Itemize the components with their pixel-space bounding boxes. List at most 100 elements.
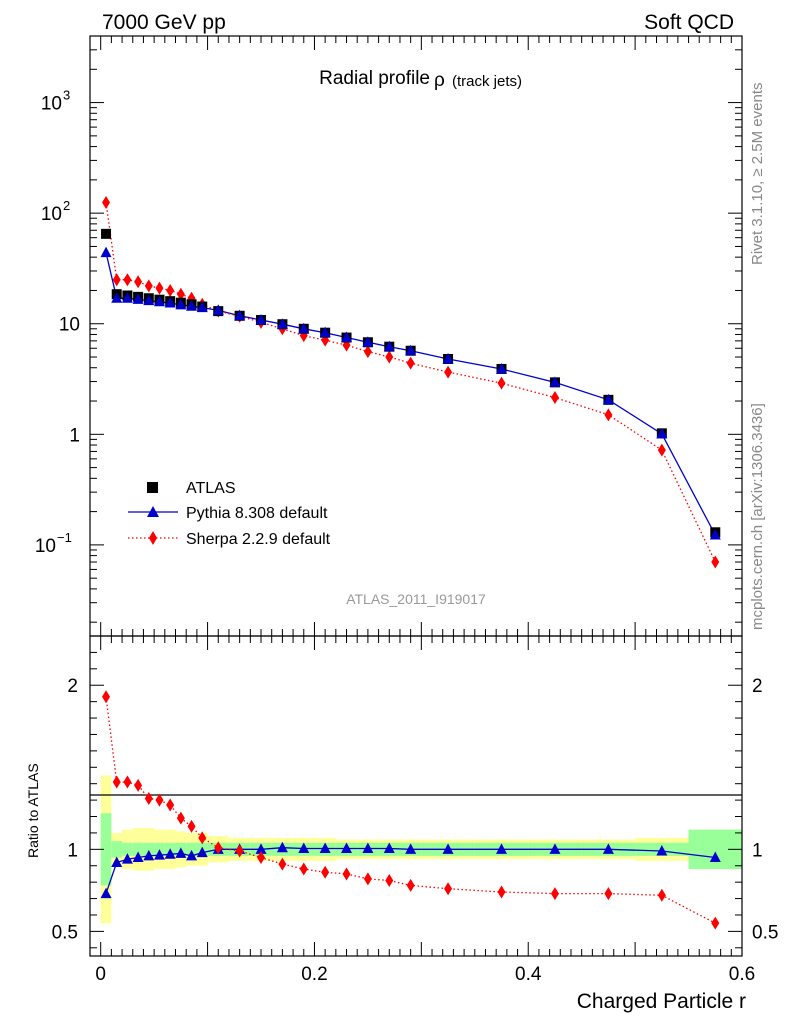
main-point-2	[363, 345, 372, 359]
main-point-0	[101, 228, 112, 239]
ratio-point-1	[257, 851, 266, 865]
main-point-1	[709, 528, 721, 540]
main-series-group	[100, 195, 721, 569]
main-ytick-exponent: 2	[63, 198, 70, 213]
ratio-xtick-label: 0.6	[729, 964, 755, 985]
main-point-1	[143, 294, 155, 306]
ratio-stat-band	[186, 842, 197, 856]
main-point-2	[406, 356, 415, 370]
legend-marker-sherpa	[149, 531, 157, 545]
main-point-1	[319, 326, 331, 338]
main-point-1	[196, 301, 208, 313]
ratio-point-1	[711, 916, 720, 930]
ratio-point-1	[123, 775, 132, 789]
ratio-stat-band	[111, 841, 123, 858]
ratio-point-1	[604, 887, 613, 901]
main-point-1	[175, 298, 187, 310]
ratio-point-0	[186, 849, 198, 861]
ratio-stat-band	[100, 813, 112, 886]
ratio-stat-band	[132, 842, 144, 856]
main-point-2	[657, 443, 666, 457]
ratio-point-0	[196, 846, 208, 858]
ratio-xtick-label: 0	[95, 964, 106, 985]
x-axis-label: Charged Particle r	[577, 990, 746, 1013]
main-point-2	[550, 391, 559, 405]
ratio-point-0	[549, 843, 561, 854]
main-ytick-exponent: 3	[63, 88, 70, 103]
ratio-point-1	[385, 874, 394, 888]
ratio-point-1	[342, 867, 351, 881]
main-point-2	[134, 275, 143, 289]
ratio-ytick-label-left: 0.5	[52, 922, 78, 943]
main-point-1	[186, 300, 198, 311]
main-point-2	[711, 555, 720, 569]
ratio-ytick-label-right: 1	[752, 840, 763, 861]
main-point-1	[341, 331, 353, 343]
ratio-point-0	[132, 851, 144, 863]
main-point-1	[383, 340, 395, 352]
main-ytick-exponent: −1	[57, 530, 72, 545]
ratio-point-1	[176, 811, 185, 825]
ratio-point-0	[121, 853, 133, 864]
ratio-point-0	[442, 843, 454, 854]
ratio-point-1	[134, 778, 143, 792]
main-ytick-label: 1	[69, 425, 80, 446]
legend-label-atlas: ATLAS	[186, 480, 236, 497]
ratio-ylabel: Ratio to ATLAS	[25, 763, 41, 858]
ratio-point-1	[187, 819, 196, 833]
main-point-1	[549, 376, 561, 387]
ratio-point-0	[153, 849, 165, 860]
ratio-point-0	[709, 851, 721, 863]
main-point-1	[405, 344, 417, 356]
rivet-label: Rivet 3.1.10, ≥ 2.5M events	[749, 83, 766, 266]
main-point-2	[604, 408, 613, 422]
ratio-point-0	[175, 847, 187, 858]
main-point-1	[100, 246, 112, 258]
main-ytick-label: 10	[59, 315, 80, 336]
main-title-suffix: (track jets)	[452, 73, 522, 90]
ratio-point-0	[164, 848, 176, 859]
ratio-point-1	[550, 887, 559, 901]
main-point-2	[123, 273, 132, 287]
main-point-2	[444, 365, 453, 379]
ratio-point-0	[100, 887, 112, 899]
ratio-point-1	[657, 888, 666, 902]
ratio-point-0	[362, 842, 374, 854]
legend: ATLAS Pythia 8.308 default Sherpa 2.2.9 …	[128, 480, 331, 548]
ratio-point-1	[321, 865, 330, 879]
ratio-point-0	[496, 843, 508, 854]
ratio-panel: 0 0.2 0.4 0.6 0.5 0.5 1 1 2 2 Ratio to ATLAS Char…	[25, 635, 778, 1013]
ratio-point-1	[235, 844, 244, 858]
ratio-xtick-label: 0.2	[301, 964, 327, 985]
ratio-point-0	[656, 844, 668, 856]
main-ytick-label: 10	[41, 204, 62, 225]
main-point-1	[164, 296, 176, 308]
main-point-2	[385, 350, 394, 364]
ratio-ytick-label-left: 1	[67, 840, 78, 861]
main-point-1	[276, 318, 288, 329]
main-point-1	[496, 362, 508, 374]
main-point-2	[155, 281, 164, 295]
ratio-point-0	[341, 842, 353, 854]
main-point-2	[112, 273, 121, 287]
ratio-point-0	[111, 856, 123, 867]
ratio-stat-band	[122, 842, 133, 856]
watermark: ATLAS_2011_I919017	[346, 591, 486, 607]
ratio-point-1	[278, 857, 287, 871]
header-energy: 7000 GeV pp	[102, 11, 226, 34]
main-point-2	[497, 376, 506, 390]
main-point-1	[442, 352, 454, 364]
ratio-point-1	[497, 885, 506, 899]
main-point-1	[212, 304, 224, 315]
ratio-point-1	[166, 798, 175, 812]
ratio-point-0	[276, 841, 288, 853]
main-point-1	[298, 322, 310, 334]
main-title: Radial profile	[319, 68, 430, 89]
main-point-2	[176, 287, 185, 301]
ratio-stat-band	[143, 842, 155, 856]
main-point-1	[234, 309, 246, 321]
main-ytick-label: 10	[41, 94, 62, 115]
main-point-2	[144, 279, 153, 293]
